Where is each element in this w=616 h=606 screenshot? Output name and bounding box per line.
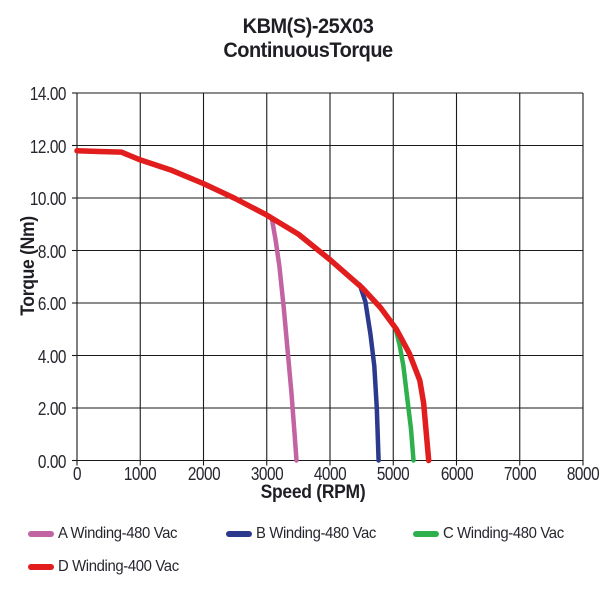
curve-c-winding: [393, 327, 416, 463]
chart-title-line-2: ContinuousTorque: [223, 39, 393, 62]
b-winding-line-swatch-icon: [226, 531, 252, 537]
legend-label-c-winding: C Winding-480 Vac: [443, 525, 564, 542]
chart-title-line-1: KBM(S)-25X03: [242, 15, 374, 38]
legend-item-d-winding: D Winding-400 Vac: [28, 557, 188, 577]
x-tick-label: 1000: [124, 464, 157, 484]
legend-item-a-winding: A Winding-480 Vac: [28, 524, 186, 544]
legend-label-a-winding: A Winding-480 Vac: [58, 525, 178, 542]
y-tick-label: 4.00: [37, 346, 67, 367]
x-tick-label: 2000: [187, 464, 220, 484]
y-tick-label: 10.00: [29, 189, 67, 209]
chart-title: KBM(S)-25X03 ContinuousTorque: [0, 15, 616, 63]
legend-label-b-winding: B Winding-480 Vac: [256, 525, 376, 542]
x-tick-label: 0: [72, 464, 82, 484]
curve-b-winding: [357, 282, 381, 463]
d-winding-line-swatch-icon: [28, 564, 54, 570]
x-axis-label: Speed (RPM): [260, 482, 366, 503]
y-tick-label: 8.00: [37, 241, 67, 262]
y-tick-label: 6.00: [37, 294, 67, 314]
y-axis-label: Torque (Nm): [18, 216, 39, 316]
a-winding-line-swatch-icon: [28, 531, 54, 537]
y-tick-label: 14.00: [29, 84, 67, 104]
curve-d-winding: [74, 148, 432, 464]
x-tick-label: 4000: [313, 464, 347, 484]
y-tick-label: 0.00: [37, 451, 67, 472]
legend-label-d-winding: D Winding-400 Vac: [58, 558, 179, 575]
y-tick-label: 12.00: [29, 136, 67, 157]
legend-item-b-winding: B Winding-480 Vac: [226, 524, 385, 544]
legend-item-c-winding: C Winding-480 Vac: [413, 524, 573, 544]
x-tick-label: 7000: [503, 464, 537, 484]
y-tick-label: 2.00: [37, 399, 67, 419]
x-tick-label: 6000: [440, 464, 473, 484]
x-tick-label: 3000: [250, 464, 284, 484]
curve-a-winding: [269, 215, 299, 463]
x-tick-label: 5000: [377, 464, 410, 484]
x-tick-label: 8000: [566, 464, 600, 484]
c-winding-line-swatch-icon: [413, 531, 439, 537]
